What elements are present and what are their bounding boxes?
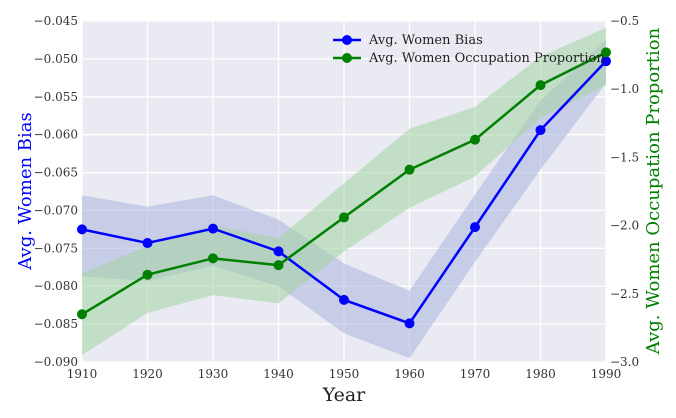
left-y-tick-label: −0.085: [34, 317, 78, 331]
x-tick-label: 1960: [394, 367, 425, 381]
legend-label-women-bias: Avg. Women Bias: [368, 33, 483, 48]
left-y-axis-label: Avg. Women Bias: [15, 112, 36, 271]
data-point: [339, 212, 349, 223]
right-y-ticks: −0.5 −1.0 −1.5 −2.0 −2.5 −3.0: [610, 14, 639, 369]
confidence-bands: [82, 27, 606, 359]
data-point: [273, 246, 284, 257]
x-tick-label: 1920: [132, 367, 163, 381]
series-points: [77, 47, 611, 329]
data-point: [142, 269, 153, 280]
data-point: [601, 56, 611, 67]
data-point: [273, 260, 284, 271]
x-ticks: 1910 1920 1930 1940 1950 1960 1970 1980 1990: [67, 367, 622, 381]
data-point: [142, 238, 153, 249]
left-y-tick-label: −0.080: [34, 279, 78, 293]
data-point: [404, 318, 415, 329]
data-point: [208, 223, 218, 234]
left-y-tick-label: −0.070: [34, 203, 78, 217]
legend-marker-women-bias: [342, 35, 352, 45]
x-tick-label: 1970: [460, 367, 491, 381]
left-y-tick-label: −0.075: [34, 241, 78, 255]
right-y-tick-label: −1.0: [610, 82, 639, 96]
data-point: [404, 164, 415, 175]
data-point: [470, 134, 480, 145]
x-tick-label: 1910: [67, 367, 98, 381]
confidence-band-1: [82, 27, 606, 356]
right-y-tick-label: −3.0: [610, 355, 639, 369]
left-y-tick-label: −0.045: [34, 14, 78, 28]
right-y-tick-label: −1.5: [610, 150, 639, 164]
legend: Avg. Women Bias Avg. Women Occupation Pr…: [333, 33, 605, 66]
x-axis-label: Year: [322, 384, 366, 406]
legend-marker-occupation-proportion: [342, 53, 352, 63]
confidence-band-0: [82, 39, 606, 359]
data-point: [77, 224, 87, 235]
right-y-tick-label: −0.5: [610, 14, 639, 28]
left-y-tick-label: −0.055: [34, 90, 78, 104]
data-point: [535, 125, 546, 136]
left-y-tick-label: −0.090: [34, 355, 78, 369]
right-y-tick-label: −2.0: [610, 219, 639, 233]
data-point: [470, 222, 480, 233]
x-tick-label: 1950: [329, 367, 360, 381]
left-y-tick-label: −0.060: [34, 128, 78, 142]
data-point: [601, 47, 611, 58]
data-point: [339, 294, 349, 305]
x-tick-label: 1990: [591, 367, 622, 381]
x-tick-label: 1980: [525, 367, 556, 381]
x-tick-label: 1940: [263, 367, 294, 381]
legend-label-occupation-proportion: Avg. Women Occupation Proportion: [368, 51, 605, 66]
left-y-tick-label: −0.065: [34, 166, 78, 180]
data-point: [208, 253, 218, 264]
left-y-ticks: −0.045 −0.050 −0.055 −0.060 −0.065 −0.070 −0.0…: [34, 14, 78, 369]
data-point: [535, 80, 546, 91]
data-point: [77, 309, 87, 320]
left-y-tick-label: −0.050: [34, 52, 78, 66]
x-tick-label: 1930: [198, 367, 229, 381]
right-y-axis-label: Avg. Women Occupation Proportion: [643, 27, 664, 355]
right-y-tick-label: −2.5: [610, 287, 639, 301]
